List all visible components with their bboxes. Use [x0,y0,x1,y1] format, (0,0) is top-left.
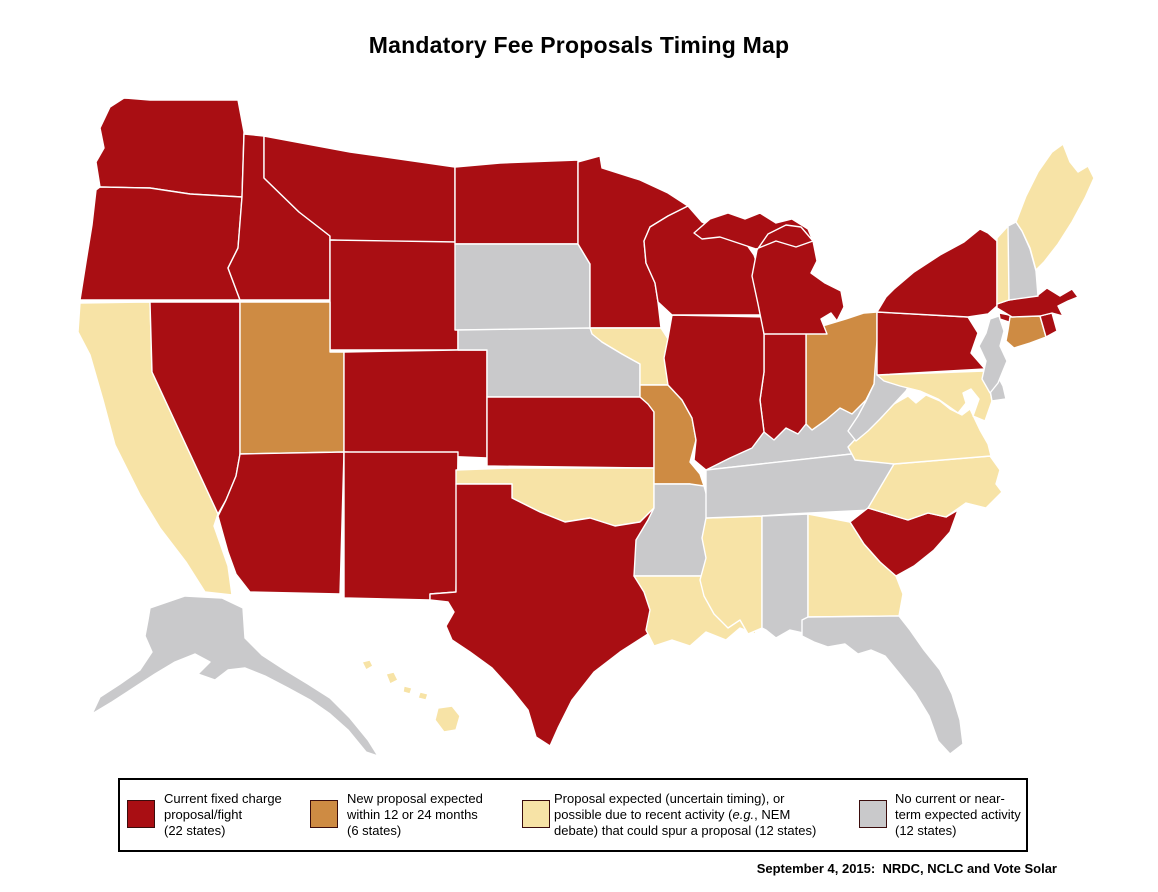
state-NM [343,451,459,601]
legend-swatch-1 [310,800,338,828]
state-PA [876,311,986,376]
legend-text-3: No current or near-term expected activit… [895,791,1021,838]
state-OH [805,311,878,431]
state-MI [693,212,845,335]
legend-text-2: Proposal expected (uncertain timing), or… [554,791,817,838]
state-SD [454,243,591,331]
state-WY [329,239,459,351]
state-NC [867,455,1003,521]
state-KS [486,396,655,469]
legend-swatch-3 [859,800,887,828]
states-group [77,97,1095,757]
state-HI [361,659,461,733]
state-AL [761,513,809,639]
state-ND [454,159,579,245]
state-TX [429,483,667,747]
state-IN [759,329,807,441]
state-IL [663,314,765,471]
state-ME [1015,143,1095,271]
legend-text-1: New proposal expected within 12 or 24 mon… [347,791,483,838]
state-NJ [978,315,1008,394]
legend-text-0: Current fixed charge proposal/fight (22 st… [164,791,282,838]
map-title: Mandatory Fee Proposals Timing Map [368,32,790,58]
legend-swatch-0 [127,800,155,828]
state-AK [91,595,379,757]
state-MA [996,287,1079,318]
legend: Current fixed charge proposal/fight (22 st… [118,778,1028,852]
attribution: September 4, 2015: NRDC, NCLC and Vote S… [756,861,1057,876]
state-WA [95,97,245,198]
state-CT [1005,315,1047,349]
state-CO [343,349,488,459]
legend-swatch-2 [522,800,550,828]
state-OR [79,186,243,301]
state-UT [239,301,345,455]
state-AZ [217,451,345,595]
state-FL [801,615,964,755]
